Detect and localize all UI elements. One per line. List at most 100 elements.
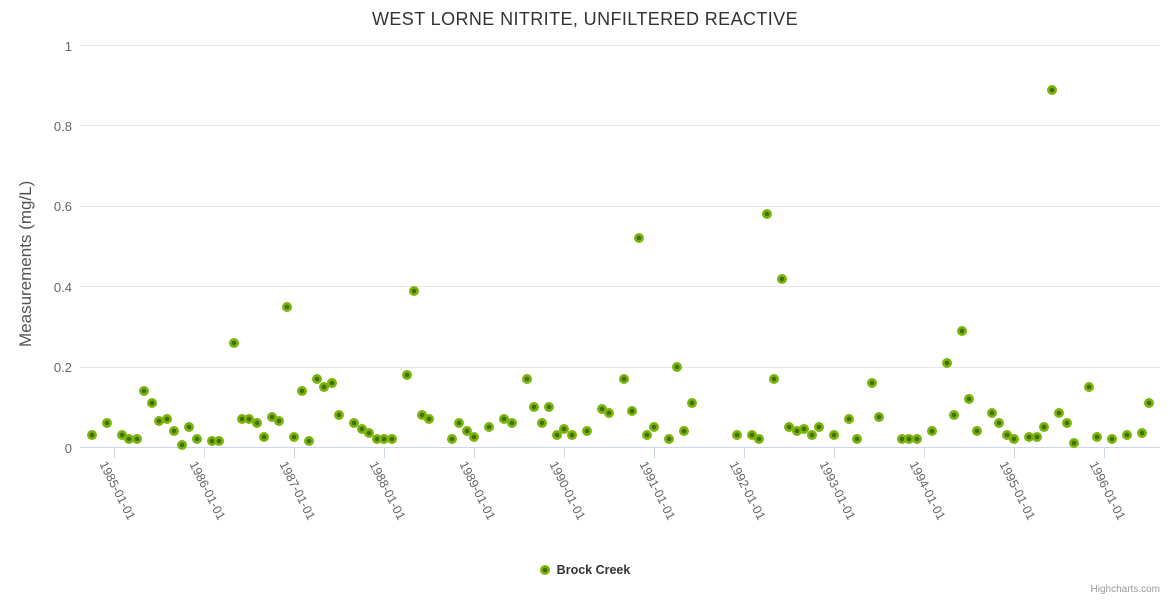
- data-point[interactable]: [626, 406, 637, 417]
- data-point[interactable]: [799, 424, 810, 435]
- data-point[interactable]: [994, 418, 1005, 429]
- data-point[interactable]: [326, 378, 337, 389]
- data-point[interactable]: [641, 430, 652, 441]
- data-point[interactable]: [904, 434, 915, 445]
- data-point[interactable]: [949, 410, 960, 421]
- data-point[interactable]: [116, 430, 127, 441]
- data-point[interactable]: [544, 402, 555, 413]
- data-point[interactable]: [416, 410, 427, 421]
- data-point[interactable]: [169, 426, 180, 437]
- data-point[interactable]: [206, 436, 217, 447]
- data-point[interactable]: [364, 428, 375, 439]
- data-point[interactable]: [289, 432, 300, 443]
- data-point[interactable]: [956, 325, 967, 336]
- data-point[interactable]: [671, 362, 682, 373]
- data-point[interactable]: [1009, 434, 1020, 445]
- data-point[interactable]: [754, 434, 765, 445]
- data-point[interactable]: [746, 430, 757, 441]
- data-point[interactable]: [251, 418, 262, 429]
- data-point[interactable]: [911, 434, 922, 445]
- data-point[interactable]: [319, 382, 330, 393]
- data-point[interactable]: [311, 374, 322, 385]
- data-point[interactable]: [964, 394, 975, 405]
- data-point[interactable]: [926, 426, 937, 437]
- data-point[interactable]: [236, 414, 247, 425]
- data-point[interactable]: [649, 422, 660, 433]
- data-point[interactable]: [851, 434, 862, 445]
- data-point[interactable]: [529, 402, 540, 413]
- data-point[interactable]: [401, 370, 412, 381]
- data-point[interactable]: [784, 422, 795, 433]
- data-point[interactable]: [686, 398, 697, 409]
- data-point[interactable]: [581, 426, 592, 437]
- data-point[interactable]: [1084, 382, 1095, 393]
- data-point[interactable]: [604, 408, 615, 419]
- data-point[interactable]: [791, 426, 802, 437]
- data-point[interactable]: [829, 430, 840, 441]
- data-point[interactable]: [1144, 398, 1155, 409]
- data-point[interactable]: [454, 418, 465, 429]
- data-point[interactable]: [356, 424, 367, 435]
- data-point[interactable]: [1001, 430, 1012, 441]
- highcharts-credit[interactable]: Highcharts.com: [1090, 584, 1160, 595]
- data-point[interactable]: [844, 414, 855, 425]
- data-point[interactable]: [521, 374, 532, 385]
- data-point[interactable]: [551, 430, 562, 441]
- data-point[interactable]: [154, 416, 165, 427]
- legend-item[interactable]: Brock Creek: [0, 563, 1170, 577]
- data-point[interactable]: [274, 416, 285, 427]
- data-point[interactable]: [184, 422, 195, 433]
- data-point[interactable]: [634, 233, 645, 244]
- data-point[interactable]: [386, 434, 397, 445]
- data-point[interactable]: [986, 408, 997, 419]
- data-point[interactable]: [281, 301, 292, 312]
- data-point[interactable]: [769, 374, 780, 385]
- data-point[interactable]: [1061, 418, 1072, 429]
- data-point[interactable]: [304, 436, 315, 447]
- data-point[interactable]: [1039, 422, 1050, 433]
- data-point[interactable]: [814, 422, 825, 433]
- data-point[interactable]: [259, 432, 270, 443]
- data-point[interactable]: [1024, 432, 1035, 443]
- data-point[interactable]: [536, 418, 547, 429]
- data-point[interactable]: [379, 434, 390, 445]
- data-point[interactable]: [229, 337, 240, 348]
- data-point[interactable]: [484, 422, 495, 433]
- data-point[interactable]: [499, 414, 510, 425]
- data-point[interactable]: [244, 414, 255, 425]
- data-point[interactable]: [806, 430, 817, 441]
- data-point[interactable]: [874, 412, 885, 423]
- data-point[interactable]: [371, 434, 382, 445]
- data-point[interactable]: [461, 426, 472, 437]
- data-point[interactable]: [1046, 84, 1057, 95]
- data-point[interactable]: [596, 404, 607, 415]
- data-point[interactable]: [446, 434, 457, 445]
- data-point[interactable]: [131, 434, 142, 445]
- data-point[interactable]: [971, 426, 982, 437]
- data-point[interactable]: [1054, 408, 1065, 419]
- data-point[interactable]: [941, 358, 952, 369]
- data-point[interactable]: [896, 434, 907, 445]
- data-point[interactable]: [266, 412, 277, 423]
- data-point[interactable]: [191, 434, 202, 445]
- data-point[interactable]: [1031, 432, 1042, 443]
- data-point[interactable]: [409, 285, 420, 296]
- data-point[interactable]: [124, 434, 135, 445]
- data-point[interactable]: [731, 430, 742, 441]
- data-point[interactable]: [469, 432, 480, 443]
- data-point[interactable]: [866, 378, 877, 389]
- data-point[interactable]: [1106, 434, 1117, 445]
- data-point[interactable]: [566, 430, 577, 441]
- data-point[interactable]: [776, 273, 787, 284]
- data-point[interactable]: [86, 430, 97, 441]
- data-point[interactable]: [161, 414, 172, 425]
- data-point[interactable]: [146, 398, 157, 409]
- data-point[interactable]: [349, 418, 360, 429]
- data-point[interactable]: [1069, 438, 1080, 449]
- data-point[interactable]: [214, 436, 225, 447]
- data-point[interactable]: [559, 424, 570, 435]
- data-point[interactable]: [176, 440, 187, 451]
- data-point[interactable]: [424, 414, 435, 425]
- data-point[interactable]: [139, 386, 150, 397]
- data-point[interactable]: [619, 374, 630, 385]
